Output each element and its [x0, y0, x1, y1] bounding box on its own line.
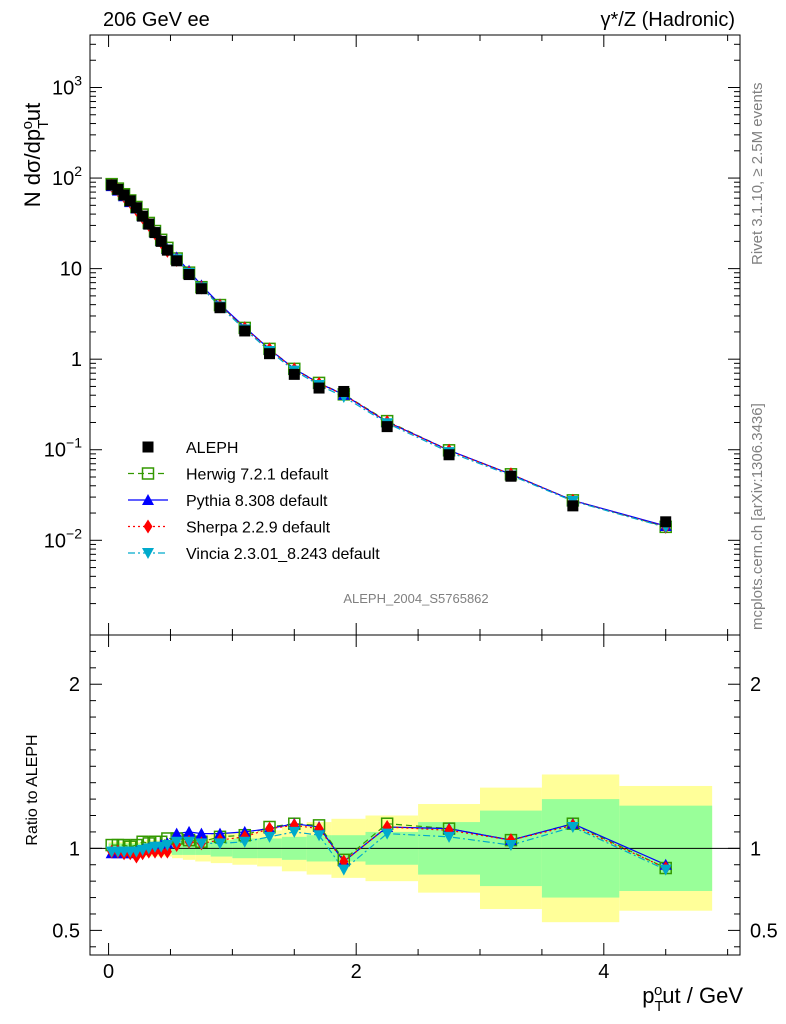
series-point-ratio — [337, 864, 350, 876]
legend-marker — [143, 519, 153, 534]
series-point-ratio — [381, 828, 394, 840]
legend-marker — [142, 441, 154, 453]
series-point-ratio — [162, 844, 172, 859]
main-y-tick-label: 103 — [52, 73, 82, 100]
series-point-ratio — [195, 827, 208, 839]
data-point — [381, 421, 393, 433]
header-left: 206 GeV ee — [103, 9, 210, 31]
ratio-y-tick-label: 2 — [69, 674, 80, 696]
legend-label: Sherpa 2.2.9 default — [186, 520, 331, 537]
series-line-ratio — [111, 826, 666, 871]
data-point — [195, 283, 207, 295]
data-point — [118, 189, 130, 201]
main-y-tick-label: 10−2 — [44, 525, 82, 552]
rivet-version-label: Rivet 3.1.10, ≥ 2.5M events — [749, 83, 766, 266]
mcplots-label: mcplots.cern.ch [arXiv:1306.3436] — [749, 403, 766, 630]
series-point-ratio — [170, 827, 183, 839]
data-point — [505, 470, 517, 482]
series-point-ratio — [214, 827, 226, 839]
x-tick-label: 2 — [351, 961, 362, 983]
data-point — [112, 183, 124, 195]
data-point — [264, 348, 276, 360]
legend-label: Vincia 2.3.01_8.243 default — [186, 546, 380, 563]
ratio-y-tick-label: 0.5 — [52, 920, 80, 942]
data-point — [137, 210, 149, 222]
legend: ALEPH Herwig 7.2.1 default Pythia 8.308 de… — [128, 440, 380, 563]
data-point — [183, 269, 195, 281]
series-point-ratio — [161, 840, 174, 852]
series-point-ratio — [214, 838, 226, 850]
series-point-ratio — [288, 826, 301, 838]
ratio-y-tick-label-right: 0.5 — [750, 920, 778, 942]
data-point — [149, 227, 161, 239]
series-point-ratio — [183, 825, 196, 837]
analysis-id-label: ALEPH_2004_S5765862 — [343, 591, 488, 606]
main-y-tick-label: 1 — [71, 349, 82, 371]
uncertainty-bands — [108, 774, 713, 923]
legend-marker — [141, 467, 155, 480]
data-point — [161, 244, 173, 256]
ratio-plot-frame — [89, 634, 741, 956]
markers — [105, 177, 672, 876]
series-point-ratio — [183, 836, 196, 848]
x-axis-label: pTout / GeV — [642, 982, 743, 1015]
main-y-axis-label: N dσ/dpTout — [19, 103, 52, 208]
data-point — [106, 179, 118, 191]
data-point — [239, 325, 251, 337]
data-point — [214, 302, 226, 314]
header-right: γ*/Z (Hadronic) — [601, 9, 735, 31]
main-y-tick-label: 10−1 — [44, 435, 82, 462]
legend-label: Pythia 8.308 default — [186, 493, 328, 510]
data-point — [155, 235, 167, 247]
data-point — [443, 449, 455, 461]
ratio-y-axis-label: Ratio to ALEPH — [24, 734, 41, 845]
data-point — [288, 368, 300, 380]
axis-ticks — [90, 35, 740, 955]
series-point-ratio — [195, 838, 208, 850]
data-point — [660, 516, 672, 528]
data-point — [130, 202, 142, 214]
x-tick-label: 4 — [598, 961, 609, 983]
data-point — [567, 500, 579, 512]
main-y-tick-label: 102 — [52, 163, 82, 190]
main-y-tick-label: 10 — [60, 259, 82, 281]
series-point-ratio — [313, 830, 326, 842]
tick-labels: 0 2 4 10−2 10−1 1 10 102 103 0.5 0.5 1 1 2 2 — [44, 73, 778, 983]
series-line-ratio — [111, 824, 666, 869]
series-point-ratio — [443, 831, 456, 843]
legend-label: Herwig 7.2.1 default — [186, 467, 329, 484]
ratio-y-tick-label-right: 2 — [750, 674, 761, 696]
ratio-y-tick-label-right: 1 — [750, 838, 761, 860]
series-point-ratio — [170, 836, 183, 848]
data-point — [171, 255, 183, 267]
series-point-ratio — [238, 836, 251, 848]
series-point-ratio — [263, 831, 276, 843]
data-point — [143, 218, 155, 230]
x-tick-label: 0 — [103, 961, 114, 983]
series-point-ratio — [504, 840, 517, 852]
data-point — [338, 385, 350, 397]
series-point-ratio — [566, 822, 579, 833]
data-point — [124, 195, 136, 207]
legend-marker — [142, 494, 154, 505]
legend-label: ALEPH — [186, 440, 238, 457]
ratio-y-tick-label: 1 — [69, 838, 80, 860]
series-point-ratio — [659, 864, 672, 876]
data-point — [313, 382, 325, 394]
legend-marker — [142, 548, 154, 559]
